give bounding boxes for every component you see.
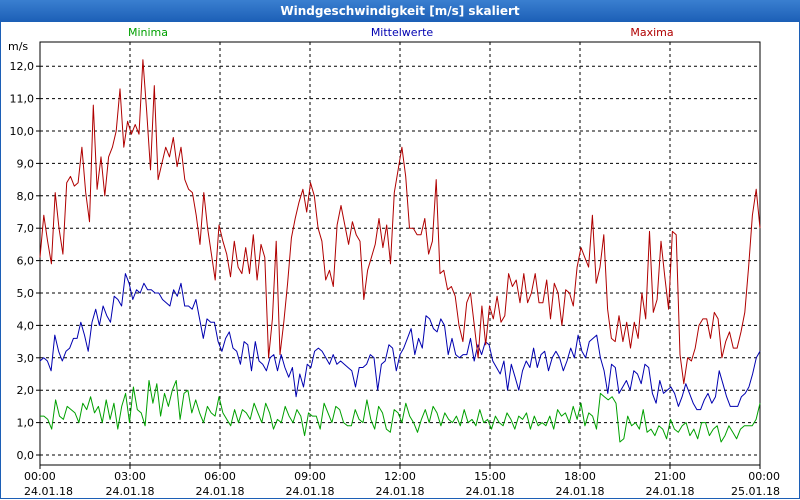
x-tick-label-time: 18:00 xyxy=(564,470,596,483)
y-tick-label: 12,0 xyxy=(10,60,35,73)
x-tick-label-date: 24.01.18 xyxy=(196,485,245,498)
y-tick-label: 0,0 xyxy=(17,449,35,462)
y-tick-label: 3,0 xyxy=(17,352,35,365)
legend-entry-maxima: Maxima xyxy=(630,26,673,39)
x-tick-label-time: 09:00 xyxy=(294,470,326,483)
y-tick-label: 10,0 xyxy=(10,125,35,138)
x-tick-label-date: 25.01.18 xyxy=(731,485,780,498)
y-tick-label: 2,0 xyxy=(17,384,35,397)
y-axis-unit-label: m/s xyxy=(8,40,28,53)
y-tick-label: 5,0 xyxy=(17,287,35,300)
x-axis: 00:00 24.01.18 03:00 24.01.18 06:00 24.01.18 0… xyxy=(24,465,780,498)
x-tick-label-date: 24.01.18 xyxy=(106,485,155,498)
legend-entry-minima: Minima xyxy=(128,26,168,39)
series-line-minima xyxy=(40,380,761,443)
legend-entry-mittelwerte: Mittelwerte xyxy=(371,26,434,39)
x-tick-label-time: 21:00 xyxy=(654,470,686,483)
y-tick-label: 4,0 xyxy=(17,319,35,332)
x-tick-label-time: 06:00 xyxy=(204,470,236,483)
x-tick-label-time: 15:00 xyxy=(474,470,506,483)
x-tick-label-date: 24.01.18 xyxy=(376,485,425,498)
series-line-maxima xyxy=(39,59,761,385)
y-axis: 0,0 1,0 2,0 3,0 4,0 5,0 6,0 7,0 8,0 9,0 10,0 11,0 12… xyxy=(10,60,40,462)
y-tick-label: 8,0 xyxy=(17,190,35,203)
y-tick-label: 11,0 xyxy=(10,93,35,106)
grid-lines xyxy=(40,42,760,465)
series-line-mittelwerte xyxy=(39,273,761,411)
chart-title: Windgeschwindigkeit [m/s] skaliert xyxy=(0,0,800,22)
x-tick-label-time: 00:00 xyxy=(748,470,780,483)
x-tick-label-date: 24.01.18 xyxy=(466,485,515,498)
x-tick-label-date: 24.01.18 xyxy=(646,485,695,498)
x-tick-label-date: 24.01.18 xyxy=(24,485,73,498)
series-lines xyxy=(39,59,761,443)
x-tick-label-time: 03:00 xyxy=(114,470,146,483)
y-tick-label: 9,0 xyxy=(17,157,35,170)
y-tick-label: 1,0 xyxy=(17,417,35,430)
x-tick-label-time: 00:00 xyxy=(24,470,56,483)
x-tick-label-date: 24.01.18 xyxy=(556,485,605,498)
y-tick-label: 6,0 xyxy=(17,255,35,268)
x-tick-label-date: 24.01.18 xyxy=(286,485,335,498)
legend: Minima Mittelwerte Maxima xyxy=(128,26,674,39)
x-tick-label-time: 12:00 xyxy=(384,470,416,483)
y-tick-label: 7,0 xyxy=(17,222,35,235)
